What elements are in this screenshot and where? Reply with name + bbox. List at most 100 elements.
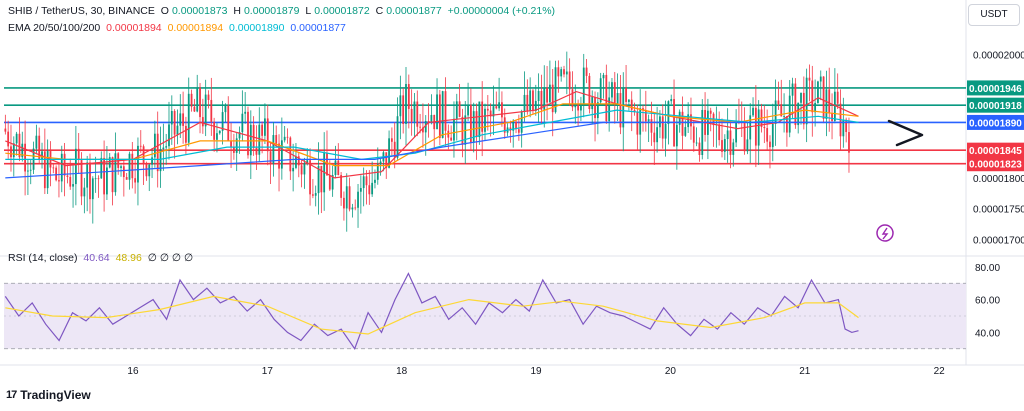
candle-body (4, 128, 7, 132)
candle-body (43, 151, 46, 189)
low-label: L (305, 5, 312, 17)
candle-body (580, 104, 582, 111)
time-tick-label: 19 (530, 366, 542, 377)
candle-body (777, 100, 780, 105)
candle-body (12, 143, 15, 158)
candle-body (687, 114, 690, 128)
candle-body (438, 94, 441, 138)
candle-body (128, 153, 131, 180)
candle-body (27, 170, 29, 172)
candle-body (275, 135, 278, 144)
candle-body (359, 188, 362, 192)
candle-body (831, 113, 833, 121)
candle-body (771, 123, 774, 148)
candle-body (317, 165, 320, 194)
candle-body (374, 179, 376, 183)
symbol-name[interactable]: SHIB / TetherUS, 30, BINANCE (8, 5, 155, 17)
candle-body (311, 194, 314, 196)
candle-body (565, 71, 568, 75)
candle-body (326, 153, 328, 176)
candle-body (266, 118, 269, 152)
candle-body (701, 109, 704, 155)
candle-body (540, 90, 543, 110)
tradingview-logo[interactable]: 17 TradingView (6, 388, 91, 402)
candle-body (467, 104, 469, 116)
candle-body (55, 167, 58, 181)
candle-body (182, 113, 184, 126)
candle-body (492, 106, 495, 117)
candle-body (551, 84, 554, 113)
candle-body (644, 110, 647, 122)
candle-body (726, 130, 729, 140)
candle-body (503, 117, 506, 133)
candle-body (21, 143, 24, 158)
candle-body (354, 207, 357, 209)
candle-body (388, 138, 390, 168)
candle-body (585, 67, 588, 76)
candle-body (139, 145, 142, 147)
candle-body (38, 135, 41, 160)
candle-body (596, 102, 599, 119)
candle-body (495, 106, 498, 109)
candle-body (577, 104, 580, 111)
open-label: O (160, 5, 169, 17)
ema-line-ema20 (5, 90, 859, 179)
candle-body (749, 115, 752, 140)
candle-body (249, 124, 252, 156)
candle-body (746, 139, 749, 152)
candle-body (286, 136, 289, 138)
candle-body (661, 116, 664, 139)
ema20-value: 0.00001894 (106, 22, 162, 34)
candle-body (422, 127, 424, 133)
candle-body (125, 177, 128, 180)
candle-body (74, 148, 77, 185)
candle-body (534, 101, 537, 111)
candle-body (625, 87, 627, 102)
ema-legend[interactable]: EMA 20/50/100/200 0.00001894 0.00001894 … (8, 22, 349, 34)
candle-body (802, 92, 805, 125)
candle-body (698, 142, 701, 155)
candle-body (636, 111, 639, 135)
candle-body (244, 111, 247, 114)
level-label: 0.00001946 (969, 84, 1022, 95)
candle-body (10, 146, 12, 158)
candle-body (774, 100, 777, 124)
candle-body (436, 94, 438, 130)
candle-body (455, 101, 458, 119)
candle-body (320, 165, 323, 193)
candle-body (410, 108, 413, 122)
candle-body (168, 124, 170, 147)
rsi-legend[interactable]: RSI (14, close) 40.64 48.96 ∅ ∅ ∅ ∅ (8, 252, 196, 264)
candle-body (656, 127, 659, 143)
candle-body (264, 118, 266, 136)
candle-body (106, 167, 108, 195)
level-label-box (967, 114, 1024, 130)
candle-body (797, 102, 800, 126)
candle-body (817, 81, 819, 103)
candle-body (588, 75, 591, 110)
candle-body (458, 101, 461, 117)
candle-body (297, 156, 300, 166)
candle-body (563, 69, 565, 75)
candle-body (176, 125, 179, 135)
currency-button[interactable]: USDT (968, 4, 1020, 26)
ema200-value: 0.00001877 (290, 22, 346, 34)
candle-body (303, 163, 306, 175)
candle-body (170, 111, 173, 125)
candle-body (766, 128, 769, 142)
level-label: 0.00001918 (969, 101, 1022, 112)
close-value: 0.00001877 (386, 5, 442, 17)
time-tick-label: 17 (262, 366, 274, 377)
candle-body (444, 91, 447, 131)
candle-body (35, 135, 38, 149)
candle-body (216, 133, 218, 140)
candle-body (526, 94, 529, 112)
rsi-tick-label: 40.00 (975, 328, 1000, 339)
candle-body (289, 137, 292, 172)
candle-body (111, 157, 114, 193)
candle-body (512, 121, 515, 131)
rsi-line (4, 272, 859, 350)
candle-body (616, 93, 619, 104)
candle-body (757, 109, 760, 146)
